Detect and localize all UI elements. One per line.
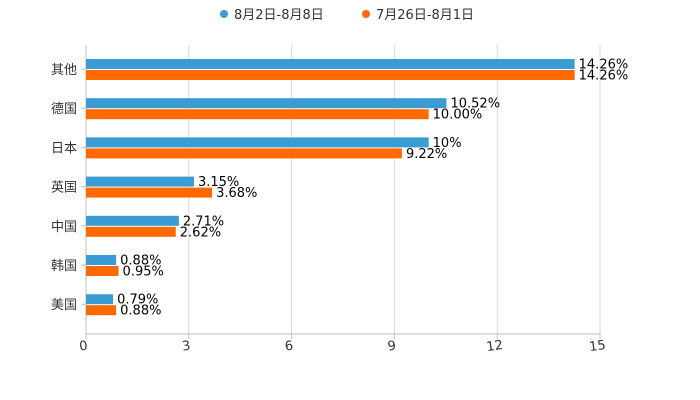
bar-s2-6[interactable] [86,305,117,316]
data-label-s1-3: 3.15% [198,175,239,190]
bar-s2-0[interactable] [86,70,575,80]
data-label-s1-4: 2.71% [183,214,224,229]
x-tick-label-3: 9 [387,339,397,355]
data-label-s2-0: 14.26% [579,69,629,84]
data-label-s2-1: 10.00% [433,108,483,123]
data-label-s1-2: 10% [433,136,462,151]
bar-s1-0[interactable] [86,59,575,69]
data-label-s2-6: 0.88% [120,304,161,319]
bar-s1-3[interactable] [86,176,194,187]
x-tick-label-5: 15 [588,338,606,355]
bar-s2-4[interactable] [86,226,176,237]
legend-dot-icon [362,9,370,18]
data-label-s1-6: 0.79% [117,293,158,308]
legend-label-series-1: 8月2日-8月8日 [234,8,324,23]
data-label-s2-3: 3.68% [216,186,257,201]
bar-s1-6[interactable] [86,294,114,305]
bar-s2-2[interactable] [86,148,402,159]
legend-item-series-2[interactable]: 7月26日-8月1日 [362,4,474,23]
category-label-0: 其他 [51,63,77,78]
bar-s1-4[interactable] [86,215,179,226]
x-tick-label-1: 3 [181,339,191,355]
x-tick-label-4: 12 [485,338,503,355]
legend-label-series-2: 7月26日-8月1日 [376,8,475,23]
legend-item-series-1[interactable]: 8月2日-8月8日 [220,4,324,23]
data-label-s2-4: 2.62% [180,225,221,240]
data-label-s1-0: 14.26% [579,58,629,73]
bar-s2-1[interactable] [86,109,429,120]
data-label-s1-5: 0.88% [120,254,161,269]
legend: 8月2日-8月8日 7月26日-8月1日 [0,4,700,23]
bar-s2-5[interactable] [86,266,119,276]
category-label-2: 日本 [51,141,77,156]
bar-s2-3[interactable] [86,187,213,198]
bar-s1-2[interactable] [86,137,429,148]
category-label-5: 韩国 [51,259,77,274]
data-label-s1-1: 10.52% [450,97,500,112]
category-label-6: 美国 [51,298,77,313]
data-label-s2-5: 0.95% [123,265,164,280]
category-label-1: 德国 [51,102,77,117]
x-tick-label-2: 6 [284,339,294,355]
bar-s1-5[interactable] [86,255,117,265]
data-label-s2-2: 9.22% [406,147,447,162]
legend-dot-icon [220,9,228,18]
bar-s1-1[interactable] [86,98,447,109]
x-tick-label-0: 0 [78,339,88,355]
category-label-4: 中国 [51,220,77,235]
category-label-3: 英国 [51,181,77,196]
